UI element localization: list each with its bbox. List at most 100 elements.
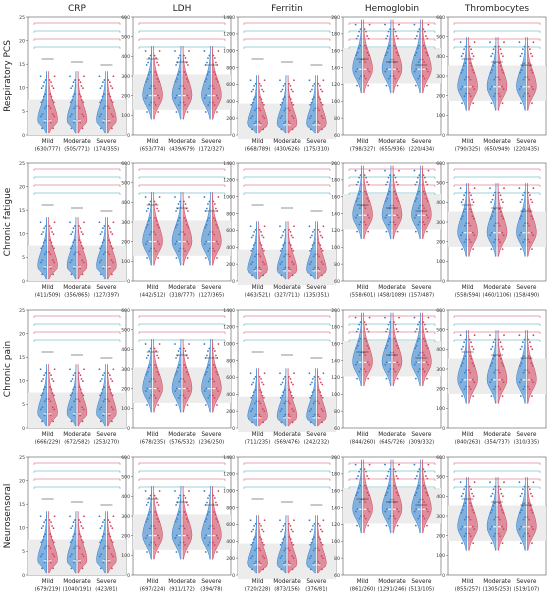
data-point-b <box>289 268 291 271</box>
data-point-a <box>255 400 258 403</box>
data-point-a <box>490 525 493 528</box>
data-point-a <box>70 567 73 570</box>
data-point-a <box>491 69 494 72</box>
data-point-b <box>321 236 324 239</box>
data-point-a <box>489 41 491 44</box>
data-point-b <box>530 231 533 234</box>
data-point-a <box>358 517 361 520</box>
data-point-b <box>188 196 190 198</box>
violin-severe-b <box>317 221 327 280</box>
data-point-b <box>217 97 219 99</box>
y-tick-label: 10 <box>19 232 25 238</box>
violin-mild-b <box>468 476 478 551</box>
data-point-b <box>78 547 81 550</box>
data-point-a <box>492 357 495 360</box>
category-label-severe: Severe <box>96 579 116 585</box>
data-point-b <box>187 520 190 523</box>
data-point-b <box>50 81 52 84</box>
data-point-a <box>99 273 102 276</box>
data-point-a <box>413 23 416 26</box>
data-point-b <box>499 95 501 98</box>
data-point-a <box>459 187 462 190</box>
data-point-a <box>149 494 152 497</box>
y-tick-label: 180 <box>331 32 340 38</box>
violin-mild-a <box>352 459 362 534</box>
data-point-b <box>82 115 85 118</box>
data-point-b <box>363 368 366 370</box>
category-label-moderate: Moderate <box>273 285 301 291</box>
data-point-a <box>98 75 101 78</box>
data-point-a <box>310 115 313 117</box>
data-point-a <box>465 222 468 225</box>
y-tick-label: 200 <box>331 455 340 461</box>
sample-size-label: (411/509) <box>35 293 61 299</box>
data-point-b <box>51 392 54 395</box>
data-point-a <box>102 107 105 110</box>
data-point-a <box>69 101 72 104</box>
data-point-a <box>308 410 311 412</box>
data-point-b <box>154 217 156 219</box>
data-point-a <box>98 368 101 371</box>
data-point-a <box>464 191 467 194</box>
data-point-b <box>292 103 295 106</box>
data-point-a <box>71 378 74 380</box>
data-point-b <box>52 541 55 544</box>
y-tick-label: 400 <box>436 347 445 353</box>
data-point-b <box>426 494 429 497</box>
data-point-b <box>527 191 530 194</box>
data-point-a <box>99 127 102 130</box>
data-point-b <box>321 530 324 533</box>
data-point-b <box>497 222 500 225</box>
data-point-b <box>531 395 533 398</box>
data-point-b <box>529 345 532 348</box>
data-point-a <box>279 372 281 375</box>
data-point-b <box>154 397 157 399</box>
data-point-a <box>312 549 315 552</box>
data-point-b <box>322 372 325 375</box>
data-point-b <box>531 55 534 58</box>
data-point-a <box>99 247 102 250</box>
data-point-a <box>204 226 207 229</box>
data-point-b <box>49 93 51 96</box>
data-point-b <box>395 475 398 477</box>
data-point-b <box>531 102 533 105</box>
data-point-b <box>287 107 290 110</box>
data-point-a <box>99 233 102 236</box>
data-point-a <box>44 372 47 374</box>
category-label-severe: Severe <box>96 285 116 291</box>
data-point-b <box>395 51 398 54</box>
data-point-a <box>74 398 77 401</box>
data-point-a <box>464 355 467 358</box>
y-tick-label: 25 <box>19 455 25 461</box>
data-point-a <box>251 394 254 397</box>
data-point-a <box>360 221 362 223</box>
data-point-a <box>384 70 387 73</box>
violin-severe-a <box>411 459 421 534</box>
violin-severe-b <box>317 75 327 134</box>
category-label-moderate: Moderate <box>168 432 196 438</box>
y-tick-label: 0 <box>442 573 445 579</box>
y-tick-label: 1200 <box>223 472 235 478</box>
data-point-a <box>208 200 211 203</box>
data-point-a <box>309 383 312 386</box>
y-tick-label: 100 <box>121 406 130 412</box>
data-point-a <box>41 113 44 116</box>
data-point-a <box>491 198 494 201</box>
data-point-a <box>389 321 391 323</box>
data-point-a <box>355 70 357 73</box>
data-point-b <box>394 193 397 196</box>
data-point-a <box>310 101 313 104</box>
data-point-b <box>78 400 81 403</box>
data-point-b <box>211 85 214 87</box>
row-label-chronic-fatigue: Chronic fatigue <box>3 187 13 256</box>
y-tick-label: 80 <box>334 556 340 562</box>
data-point-a <box>44 386 47 389</box>
data-point-a <box>177 73 180 76</box>
data-point-a <box>179 231 182 233</box>
data-point-a <box>281 541 284 544</box>
data-point-a <box>357 181 360 183</box>
y-tick-label: 20 <box>19 38 25 44</box>
data-point-a <box>72 374 75 377</box>
category-label-moderate: Moderate <box>483 285 511 291</box>
data-point-a <box>414 84 417 87</box>
